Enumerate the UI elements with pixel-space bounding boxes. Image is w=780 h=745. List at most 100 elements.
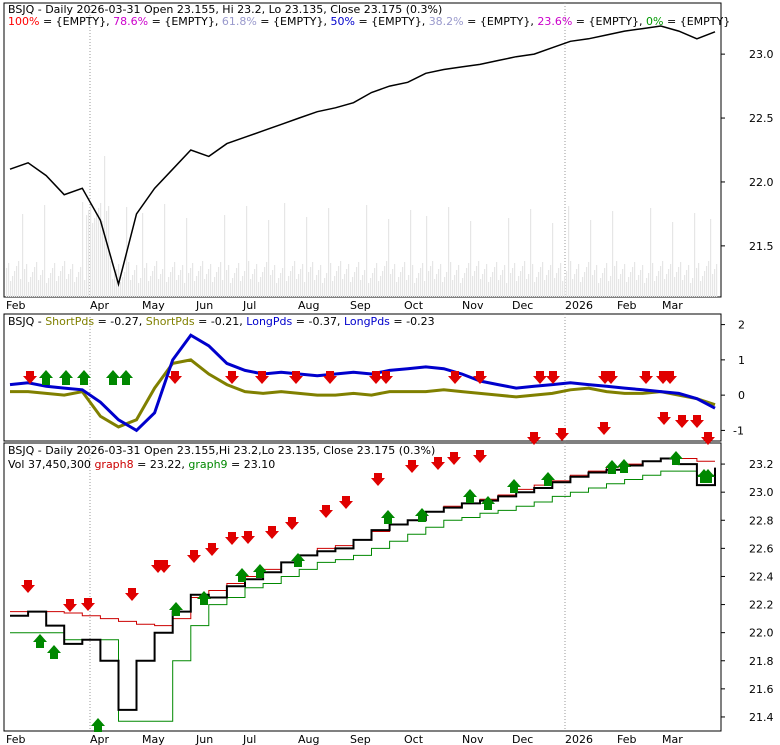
volume-bar [254,269,256,297]
volume-bar [606,263,608,297]
volume-bar [346,269,348,297]
momentum-header-part: LongPds [246,315,292,328]
volume-bar [472,276,474,297]
volume-bar [624,264,626,297]
volume-bar [476,266,478,297]
sell-arrow-icon [533,371,547,384]
volume-bar [86,215,88,297]
volume-bar [214,277,216,297]
volume-bar [152,271,154,297]
volume-bar [374,268,376,297]
volume-bar [332,281,334,297]
x-tick-label: Sep [350,733,371,745]
volume-bar [460,283,462,297]
volume-bar [708,261,710,297]
volume-bar [208,269,210,297]
volume-bar [530,209,532,297]
y-tick-label: 22.0 [749,176,774,189]
volume-bar [180,270,182,297]
volume-bar [110,261,112,297]
fib-level-value: = {EMPTY} [663,15,730,28]
buy-arrow-icon [507,479,521,493]
volume-bar [682,280,684,297]
sell-arrow-icon [319,505,333,518]
volume-bar [400,272,402,297]
volume-bar [504,265,506,297]
volume-bar [82,202,84,297]
volume-bar [196,276,198,297]
volume-bar [436,274,438,297]
volume-bar [646,278,648,297]
momentum-header-part: = -0.21, [195,315,247,328]
x-tick-label: Mar [662,733,683,745]
sell-arrow-icon [675,415,689,428]
sell-arrow-icon [323,371,337,384]
volume-bar [186,218,188,297]
volume-bar [398,277,400,297]
volume-bar [146,263,148,297]
volume-bar [210,264,212,297]
close-line [10,457,716,711]
volume-bar [656,276,658,297]
volume-bar [348,264,350,297]
volume-bar [44,205,46,297]
y-tick-label: 22.8 [749,514,774,527]
volume-bar [268,220,270,297]
x-tick-label: 2026 [565,299,593,312]
volume-bar [670,264,672,297]
volume-bar [100,203,102,297]
volume-bar [118,264,120,297]
volume-bar [232,278,234,297]
volume-bar [258,282,260,297]
volume-bar [664,279,666,297]
volume-bar [202,261,204,297]
volume-bar [484,269,486,297]
volume-bar [274,265,276,297]
fib-level-label: 50% [331,15,355,28]
volume-bar [536,277,538,297]
volume-bar [492,272,494,297]
volume-bar [500,275,502,297]
volume-bar [296,279,298,297]
fib-level-label: 61.8% [222,15,257,28]
buy-arrow-icon [59,370,73,385]
volume-bar [34,267,36,297]
volume-bar [216,272,218,297]
volume-bar [144,268,146,297]
volume-bar [700,281,702,297]
sell-arrow-icon [546,371,560,384]
volume-bar [252,274,254,297]
volume-bar [408,275,410,297]
volume-bar [558,268,560,297]
volume-bar [440,264,442,297]
volume-bar [480,279,482,297]
volume-bar [358,262,360,297]
volume-bar [574,274,576,297]
volume-bar [506,283,508,297]
volume-bar [612,211,614,297]
volume-bar [212,282,214,297]
volume-bar [168,277,170,297]
volume-bar [446,272,448,297]
volume-bar [388,219,390,297]
volume-bar [410,210,412,297]
volume-bar [302,264,304,297]
volume-bar [600,278,602,297]
volume-bar [550,265,552,297]
volume-bar [12,276,14,297]
volume-bar [184,283,186,297]
volume-bar [330,263,332,297]
volume-bar [20,279,22,297]
volume-bar [158,279,160,297]
volume-bar [532,264,534,297]
volume-bar [676,272,678,297]
shortpds-line [10,358,716,429]
x-tick-label: Nov [462,733,484,745]
volume-bar [24,269,26,297]
volume-bar [586,267,588,297]
y-tick-label: 22.6 [749,542,774,555]
volume-bar [338,266,340,297]
volume-bar [172,267,174,297]
volume-bar [114,274,116,297]
fib-level-value: = {EMPTY}, [39,15,113,28]
